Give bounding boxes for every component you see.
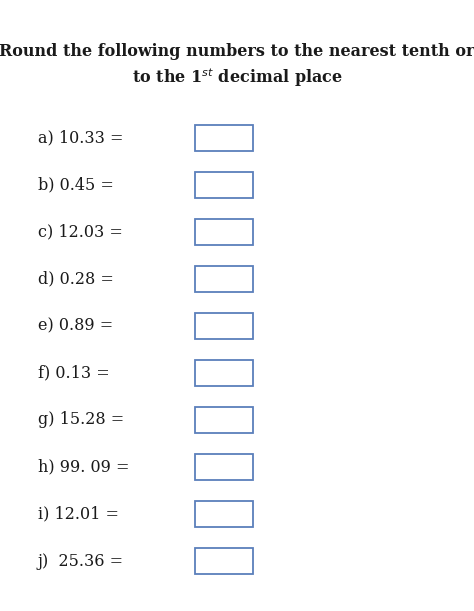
Text: b) 0.45 =: b) 0.45 = bbox=[38, 177, 114, 194]
Text: j)  25.36 =: j) 25.36 = bbox=[38, 552, 124, 569]
FancyBboxPatch shape bbox=[195, 454, 253, 480]
Text: i) 12.01 =: i) 12.01 = bbox=[38, 505, 119, 522]
FancyBboxPatch shape bbox=[195, 407, 253, 433]
FancyBboxPatch shape bbox=[195, 172, 253, 198]
FancyBboxPatch shape bbox=[195, 219, 253, 245]
Text: f) 0.13 =: f) 0.13 = bbox=[38, 365, 110, 381]
FancyBboxPatch shape bbox=[195, 501, 253, 527]
Text: Round the following numbers to the nearest tenth or: Round the following numbers to the neare… bbox=[0, 43, 474, 60]
Text: g) 15.28 =: g) 15.28 = bbox=[38, 411, 124, 428]
Text: c) 12.03 =: c) 12.03 = bbox=[38, 224, 123, 241]
FancyBboxPatch shape bbox=[195, 548, 253, 574]
FancyBboxPatch shape bbox=[195, 266, 253, 292]
FancyBboxPatch shape bbox=[195, 313, 253, 339]
Text: to the 1$^{st}$ decimal place: to the 1$^{st}$ decimal place bbox=[132, 67, 342, 89]
Text: e) 0.89 =: e) 0.89 = bbox=[38, 318, 113, 334]
Text: h) 99. 09 =: h) 99. 09 = bbox=[38, 458, 129, 475]
Text: a) 10.33 =: a) 10.33 = bbox=[38, 130, 124, 147]
FancyBboxPatch shape bbox=[195, 360, 253, 386]
FancyBboxPatch shape bbox=[195, 125, 253, 151]
Text: d) 0.28 =: d) 0.28 = bbox=[38, 271, 114, 288]
